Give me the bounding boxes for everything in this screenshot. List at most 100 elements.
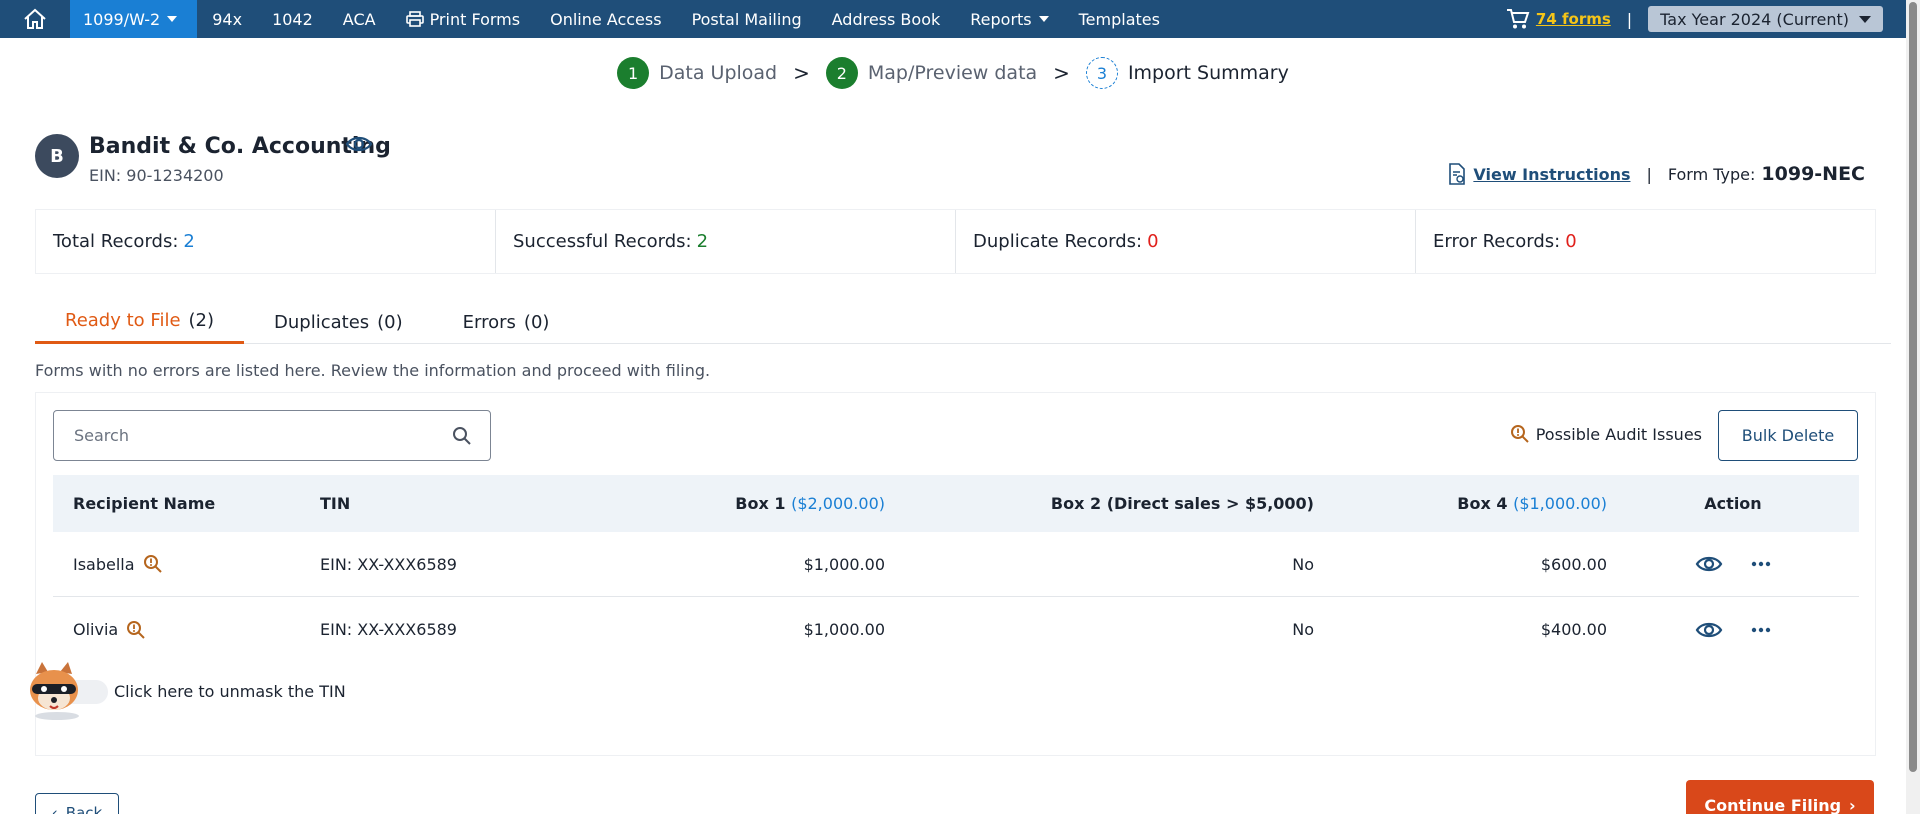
more-options-icon[interactable] xyxy=(1751,561,1771,567)
cart-icon[interactable] xyxy=(1506,8,1530,30)
tab-label: Ready to File xyxy=(65,310,181,331)
table-row: Isabella EIN: XX-XXX6589 $1,000.00 No $6… xyxy=(53,532,1859,597)
bulk-delete-button[interactable]: Bulk Delete xyxy=(1718,410,1858,461)
header-tin: TIN xyxy=(320,494,351,513)
home-icon[interactable] xyxy=(0,0,70,38)
chevron-right-icon: > xyxy=(793,61,810,85)
header-box1-total: ($2,000.00) xyxy=(791,494,885,513)
header-box4-total: ($1,000.00) xyxy=(1513,494,1607,513)
nav-94x[interactable]: 94x xyxy=(197,0,257,38)
scrollbar-thumb[interactable] xyxy=(1909,2,1917,772)
eye-icon[interactable] xyxy=(345,134,373,158)
recipient-name-cell: Isabella xyxy=(53,554,320,574)
box2-cell: No xyxy=(1292,554,1314,574)
continue-label: Continue Filing xyxy=(1704,795,1842,814)
chevron-right-icon: > xyxy=(1053,61,1070,85)
error-records-value: 0 xyxy=(1565,231,1577,252)
chevron-down-icon xyxy=(1038,16,1049,22)
chevron-down-icon xyxy=(1859,15,1871,23)
eye-icon[interactable] xyxy=(1695,620,1723,640)
step-label: Data Upload xyxy=(659,62,778,84)
possible-audit-issues: Possible Audit Issues xyxy=(1510,424,1702,444)
header-box4-label: Box 4 xyxy=(1457,494,1508,513)
audit-search-icon[interactable] xyxy=(126,620,146,640)
nav-print-forms[interactable]: Print Forms xyxy=(391,0,536,38)
step-label: Import Summary xyxy=(1127,62,1289,84)
nav-1042[interactable]: 1042 xyxy=(257,0,328,38)
forms-count-link[interactable]: 74 forms xyxy=(1535,10,1611,28)
successful-records-value: 2 xyxy=(696,231,709,252)
step-map-preview: 2 Map/Preview data xyxy=(825,57,1038,89)
tax-year-label: Tax Year 2024 (Current) xyxy=(1660,9,1849,29)
tab-count: (0) xyxy=(523,311,550,333)
duplicate-records-value: 0 xyxy=(1147,231,1159,252)
nav-aca[interactable]: ACA xyxy=(328,0,391,38)
nav-templates[interactable]: Templates xyxy=(1064,0,1175,38)
nav-postal-mailing[interactable]: Postal Mailing xyxy=(677,0,817,38)
raccoon-mascot-icon[interactable] xyxy=(24,660,110,722)
view-instructions-link[interactable]: View Instructions xyxy=(1473,164,1631,184)
error-records: Error Records: 0 xyxy=(1416,210,1875,273)
scrollbar[interactable] xyxy=(1906,0,1920,814)
nav-online-access[interactable]: Online Access xyxy=(535,0,676,38)
audit-search-icon xyxy=(1510,425,1529,443)
total-records: Total Records: 2 xyxy=(36,210,496,273)
tax-year-select[interactable]: Tax Year 2024 (Current) xyxy=(1648,6,1883,32)
nav-aca-label: ACA xyxy=(342,9,376,29)
form-type-value: 1099-NEC xyxy=(1761,163,1865,185)
nav-address-book[interactable]: Address Book xyxy=(817,0,956,38)
step-data-upload: 1 Data Upload xyxy=(617,57,777,89)
step-number: 1 xyxy=(617,57,650,89)
tin-cell: EIN: XX-XXX6589 xyxy=(320,620,457,639)
continue-filing-button[interactable]: Continue Filing › xyxy=(1686,780,1874,814)
chevron-down-icon xyxy=(167,16,178,22)
avatar: B xyxy=(35,134,79,178)
box2-cell: No xyxy=(1292,620,1314,639)
header-box1-label: Box 1 xyxy=(735,494,786,513)
search-input[interactable] xyxy=(74,426,434,445)
tab-duplicates[interactable]: Duplicates (0) xyxy=(244,300,433,344)
audit-label: Possible Audit Issues xyxy=(1535,424,1702,444)
eye-icon[interactable] xyxy=(1695,554,1723,574)
tab-label: Errors xyxy=(462,311,516,333)
total-records-value: 2 xyxy=(183,231,195,252)
printer-icon xyxy=(405,11,424,27)
instructions-bar: View Instructions | Form Type: 1099-NEC xyxy=(1447,163,1865,185)
instructions-separator: | xyxy=(1646,164,1652,184)
tab-errors[interactable]: Errors (0) xyxy=(433,300,580,344)
nav-reports[interactable]: Reports xyxy=(955,0,1063,38)
tin-cell: EIN: XX-XXX6589 xyxy=(320,554,457,574)
successful-records-label: Successful Records: xyxy=(513,231,692,252)
more-options-icon[interactable] xyxy=(1751,627,1771,633)
search-icon[interactable] xyxy=(452,426,472,446)
back-button[interactable]: ‹ Back xyxy=(35,793,119,814)
duplicate-records: Duplicate Records: 0 xyxy=(956,210,1416,273)
nav-1099-w2-label: 1099/W-2 xyxy=(83,9,161,29)
nav-templates-label: Templates xyxy=(1078,9,1160,29)
nav-online-access-label: Online Access xyxy=(550,9,662,29)
nav-address-book-label: Address Book xyxy=(831,9,941,29)
recipient-name: Isabella xyxy=(73,554,135,574)
step-label: Map/Preview data xyxy=(867,62,1038,84)
box4-cell: $600.00 xyxy=(1540,554,1607,574)
tab-description: Forms with no errors are listed here. Re… xyxy=(35,361,711,380)
tab-label: Duplicates xyxy=(274,311,370,333)
nav-94x-label: 94x xyxy=(212,9,243,29)
company-name: Bandit & Co. Accounting xyxy=(89,134,391,159)
header-box1: Box 1 ($2,000.00) xyxy=(570,494,885,513)
box1-cell: $1,000.00 xyxy=(803,620,885,639)
header-box2: Box 2 (Direct sales > $5,000) xyxy=(1050,494,1314,513)
tab-count: (2) xyxy=(188,310,215,331)
records-table: Recipient Name TIN Box 1 ($2,000.00) Box… xyxy=(53,475,1859,662)
step-number: 3 xyxy=(1085,57,1118,89)
audit-search-icon[interactable] xyxy=(143,554,163,574)
unmask-tin-toggle[interactable]: Click here to unmask the TIN xyxy=(24,660,346,722)
box4-cell: $400.00 xyxy=(1540,620,1607,639)
step-number: 2 xyxy=(825,57,858,89)
unmask-tin-label: Click here to unmask the TIN xyxy=(114,681,346,701)
tab-ready-to-file[interactable]: Ready to File (2) xyxy=(35,300,245,344)
nav-print-forms-label: Print Forms xyxy=(429,9,521,29)
chevron-left-icon: ‹ xyxy=(51,804,58,814)
nav-1099-w2[interactable]: 1099/W-2 xyxy=(70,0,198,38)
top-nav: 1099/W-2 94x 1042 ACA Print Forms Online… xyxy=(0,0,1906,38)
